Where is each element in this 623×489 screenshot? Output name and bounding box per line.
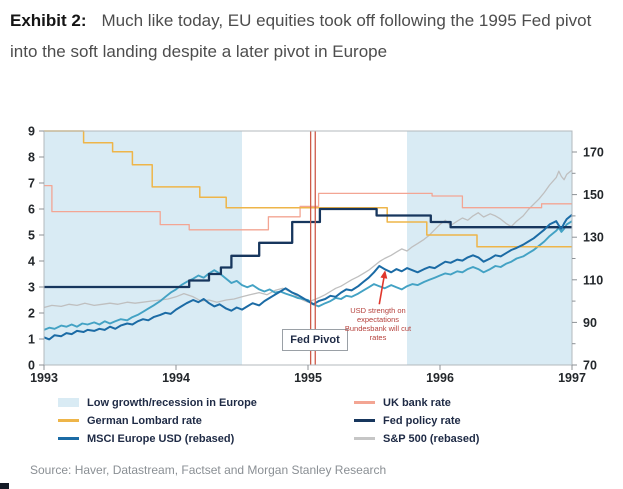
chart-title: Exhibit 2: Much like today, EU equities t… (10, 5, 611, 67)
right-axis-label: 150 (583, 188, 604, 202)
chart-title-text: Much like today, EU equities took off fo… (10, 11, 592, 61)
left-axis-label: 9 (28, 125, 35, 139)
left-axis-label: 2 (28, 307, 35, 321)
right-axis-label: 110 (583, 273, 603, 287)
left-axis-label: 5 (28, 229, 35, 243)
x-axis-label: 1994 (162, 371, 190, 385)
legend-label: Fed policy rate (383, 414, 461, 427)
legend-item-german-lombard: German Lombard rate (58, 414, 354, 427)
recession-shading (407, 131, 572, 365)
legend-swatch-fed-line-icon (354, 419, 375, 422)
legend-item-uk-bank-rate: UK bank rate (354, 396, 616, 409)
right-axis-label: 90 (583, 316, 597, 330)
legend-item-fed-policy-rate: Fed policy rate (354, 414, 616, 427)
fed-pivot-label: Fed Pivot (282, 329, 348, 351)
legend-swatch-lombard-line-icon (58, 419, 79, 422)
right-axis-label: 130 (583, 231, 604, 245)
source-text: Source: Haver, Datastream, Factset and M… (30, 463, 387, 477)
x-axis-label: 1995 (294, 371, 322, 385)
usd-strength-note: USD strength on expectations Bundesbank … (344, 306, 412, 342)
legend-label: MSCI Europe USD (rebased) (87, 432, 235, 445)
left-axis-label: 4 (28, 255, 35, 269)
x-axis-label: 1996 (426, 371, 454, 385)
corner-artifact (0, 483, 9, 489)
legend: Low growth/recession in Europe UK bank r… (58, 396, 616, 445)
left-axis-label: 0 (28, 359, 35, 373)
series-msci-europe-usd-rebased (43, 214, 573, 341)
series-fed-policy-rate (44, 207, 572, 289)
exhibit-label: Exhibit 2: (10, 11, 87, 30)
recession-shading (44, 131, 242, 365)
legend-swatch-sp500-line-icon (354, 437, 375, 440)
left-axis-label: 8 (28, 151, 35, 165)
left-axis-label: 1 (28, 333, 35, 347)
right-axis-label: 170 (583, 146, 604, 160)
left-axis-label: 7 (28, 177, 35, 191)
x-axis-label: 1997 (558, 371, 586, 385)
annotation-arrow-icon (380, 270, 388, 279)
legend-label: German Lombard rate (87, 414, 202, 427)
legend-swatch-recession-area-icon (58, 398, 79, 407)
legend-label: Low growth/recession in Europe (87, 396, 257, 409)
series-uk-bank-rate (44, 184, 572, 231)
legend-item-low-growth: Low growth/recession in Europe (58, 396, 354, 409)
legend-item-msci-europe: MSCI Europe USD (rebased) (58, 432, 354, 445)
right-axis-label: 70 (583, 359, 597, 373)
legend-item-sp500: S&P 500 (rebased) (354, 432, 616, 445)
series-unlabeled-teal-equity-line (43, 220, 573, 331)
legend-swatch-uk-line-icon (354, 401, 375, 404)
left-axis-label: 3 (28, 281, 35, 295)
legend-label: UK bank rate (383, 396, 451, 409)
left-axis-label: 6 (28, 203, 35, 217)
legend-swatch-msci-line-icon (58, 437, 79, 440)
annotation-arrow-shaft (378, 274, 386, 305)
series-s-p-500-rebased (43, 169, 573, 309)
legend-label: S&P 500 (rebased) (383, 432, 480, 445)
x-axis-label: 1993 (30, 371, 58, 385)
series-german-lombard-rate (44, 130, 572, 248)
